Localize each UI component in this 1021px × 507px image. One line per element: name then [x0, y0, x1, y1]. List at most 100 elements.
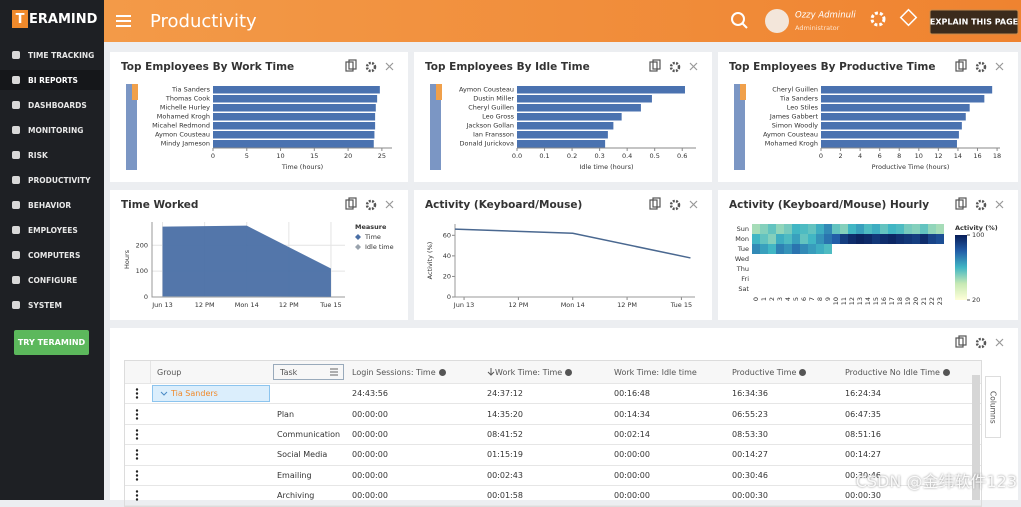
heat-cell [928, 234, 936, 244]
column-header[interactable]: Login Sessions: Time [346, 361, 481, 383]
widget-icons [955, 197, 1004, 211]
close-icon[interactable] [995, 200, 1004, 209]
dot [135, 457, 139, 461]
row-handle[interactable] [125, 384, 151, 403]
widget-title: Activity (Keyboard/Mouse) Hourly [729, 199, 929, 211]
nav-item[interactable]: DASHBOARDS [0, 95, 104, 115]
logo[interactable]: T ERAMIND [12, 10, 97, 28]
column-header[interactable]: Productive No Idle Time [839, 361, 981, 383]
table-cell: 00:02:14 [608, 425, 726, 444]
search-icon[interactable] [731, 12, 748, 29]
category-label: Aymon Cousteau [155, 131, 210, 139]
table-cell: 24:43:56 [346, 384, 481, 403]
panel-icons [955, 335, 1004, 349]
column-label: 6 [800, 297, 808, 301]
x-tick-label: 2 [838, 152, 842, 160]
copy-icon-back[interactable] [348, 59, 357, 70]
row-label: Thu [736, 265, 749, 273]
nav-item[interactable]: TIME TRACKING [0, 45, 104, 65]
table-cell: 00:02:43 [481, 466, 608, 485]
nav-label: PRODUCTIVITY [28, 175, 91, 185]
x-tick-label: 12 PM [508, 301, 528, 309]
copy-icon-back[interactable] [958, 59, 967, 70]
copy-icon-back[interactable] [652, 197, 661, 208]
column-header[interactable]: Work Time: Time [481, 361, 608, 383]
copy-icon-back[interactable] [652, 59, 661, 70]
nav-item[interactable]: CONFIGURE [0, 270, 104, 290]
dot [135, 470, 139, 473]
heat-cell [824, 224, 832, 234]
row-handle[interactable] [125, 486, 151, 505]
row-handle[interactable] [125, 425, 151, 444]
nav-item[interactable]: SYSTEM [0, 295, 104, 315]
nav-item[interactable]: BI REPORTS [0, 70, 104, 90]
settings-icon[interactable] [975, 337, 987, 349]
widget-icons [345, 59, 394, 73]
cell-text: 00:30:46 [845, 470, 881, 480]
cell-text: 00:00:00 [614, 470, 650, 480]
help-icon[interactable] [565, 368, 573, 376]
explain-button[interactable]: EXPLAIN THIS PAGE [929, 9, 1019, 35]
alert-icon[interactable] [899, 8, 918, 27]
sort-arrow [487, 368, 495, 376]
close-icon[interactable] [689, 62, 698, 71]
dot [135, 412, 139, 416]
avatar[interactable] [765, 9, 789, 33]
x-tick-label: 5 [245, 152, 249, 160]
table-header: Group Task Login Sessions: Time Work Time: … [125, 361, 981, 384]
table-cell: 00:00:30 [839, 486, 981, 505]
menu-icon[interactable] [116, 15, 131, 27]
x-tick-label: 16 [973, 152, 981, 160]
help-icon[interactable] [942, 368, 950, 376]
column-header[interactable]: Task [273, 364, 344, 380]
table-cell: 06:55:23 [726, 404, 839, 423]
help-icon[interactable] [438, 368, 446, 376]
nav-item[interactable]: COMPUTERS [0, 245, 104, 265]
close-icon[interactable] [385, 200, 394, 209]
column-menu-icon[interactable] [329, 368, 339, 376]
settings-icon[interactable] [870, 11, 886, 27]
nav-item[interactable]: EMPLOYEES [0, 220, 104, 240]
scrollbar[interactable] [972, 375, 980, 500]
nav-item[interactable]: MONITORING [0, 120, 104, 140]
nav-item[interactable]: PRODUCTIVITY [0, 170, 104, 190]
column-header[interactable]: Productive Time [726, 361, 839, 383]
copy-icon-back[interactable] [348, 197, 357, 208]
row-handle[interactable] [125, 404, 151, 423]
columns-tab[interactable]: Columns [985, 376, 1001, 438]
settings-icon[interactable] [669, 61, 681, 73]
row-handle[interactable] [125, 466, 151, 485]
row-handle[interactable] [125, 445, 151, 464]
column-header[interactable]: Group [151, 361, 271, 383]
try-button[interactable]: TRY TERAMIND [14, 330, 89, 355]
settings-icon[interactable] [975, 61, 987, 73]
copy-icon-back[interactable] [958, 335, 967, 346]
table-cell: Tia Sanders [152, 385, 270, 403]
settings-icon[interactable] [365, 199, 377, 211]
x-tick-label: 18 [993, 152, 1001, 160]
cell-text: 08:51:16 [845, 429, 881, 439]
copy-icon-back[interactable] [958, 197, 967, 208]
nav-item[interactable]: RISK [0, 145, 104, 165]
expand-icon[interactable] [159, 390, 171, 398]
widget-title: Top Employees By Idle Time [425, 61, 590, 73]
close-icon[interactable] [385, 62, 394, 71]
column-header[interactable]: Work Time: Idle time [608, 361, 726, 383]
column-label: 14 [864, 297, 872, 305]
bar [821, 104, 970, 112]
heat-cell [800, 234, 808, 244]
close-icon[interactable] [995, 62, 1004, 71]
nav-item[interactable]: BEHAVIOR [0, 195, 104, 215]
settings-icon[interactable] [669, 199, 681, 211]
help-icon[interactable] [799, 368, 807, 376]
x-tick-label: 0.2 [567, 152, 577, 160]
x-tick-label: 6 [878, 152, 882, 160]
settings-icon[interactable] [975, 199, 987, 211]
column-header-label: Productive No Idle Time [845, 367, 940, 377]
heat-cell [864, 234, 872, 244]
heat-cell [752, 224, 760, 234]
close-icon[interactable] [689, 200, 698, 209]
close-icon[interactable] [995, 338, 1004, 347]
settings-icon[interactable] [365, 61, 377, 73]
heat-cell [776, 224, 784, 234]
